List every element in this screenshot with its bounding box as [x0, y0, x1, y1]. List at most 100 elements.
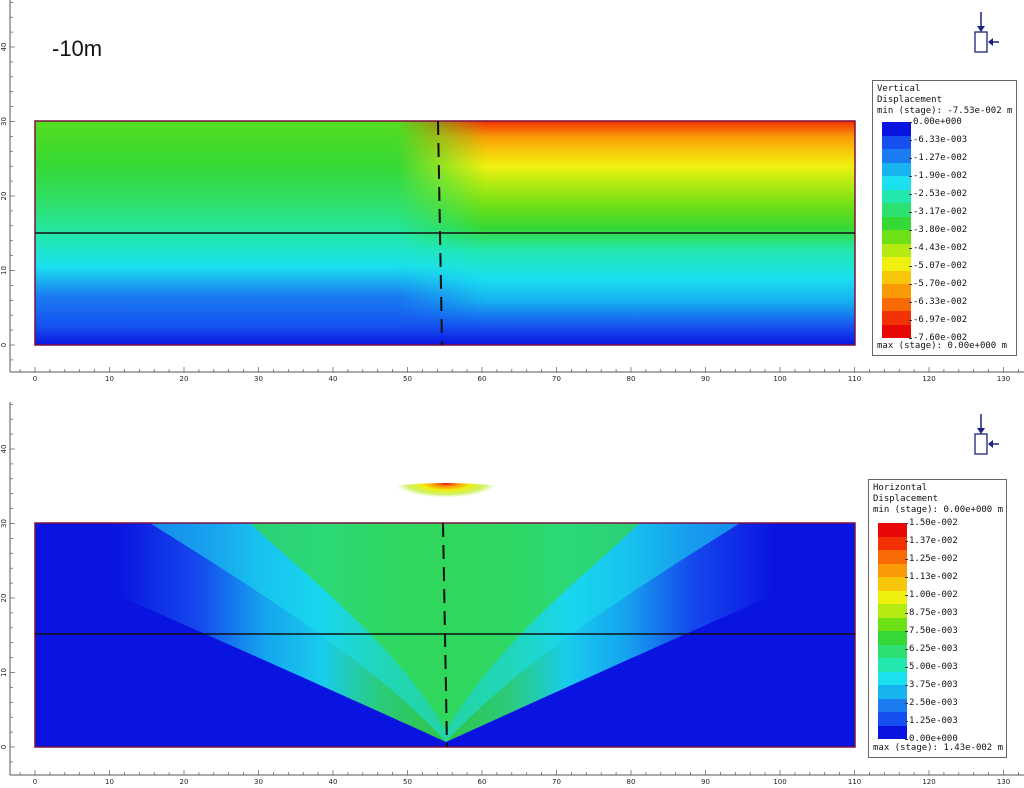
y-tick-label: 0 [0, 343, 8, 347]
legend-label: 1.50e-002 [905, 518, 958, 528]
legend-color-band [878, 617, 907, 631]
legend-color-band [878, 550, 907, 564]
legend-label: -6.33e-002 [908, 297, 968, 307]
support-icon [974, 414, 999, 455]
legend-color-band [878, 658, 907, 672]
legend-label: 1.25e-003 [905, 716, 958, 726]
legend-label: 1.25e-002 [905, 554, 958, 564]
legend-color-band [882, 122, 911, 136]
legend-label: -6.33e-003 [908, 135, 968, 145]
legend-color-band [878, 536, 907, 550]
legend-color-band [878, 577, 907, 591]
x-tick-label: 50 [403, 375, 412, 383]
x-tick-label: 130 [997, 375, 1010, 383]
legend-color-bar [882, 122, 911, 338]
x-tick-label: 20 [180, 375, 189, 383]
x-tick-label: 90 [701, 375, 710, 383]
axes-bottom: 0 10 20 30 40 50 60 70 80 90 100 110 120 130 0 10 20 30 40 [0, 402, 1024, 786]
x-tick-label: 110 [848, 778, 861, 786]
x-tick-label: 0 [33, 375, 37, 383]
legend-color-band [878, 604, 907, 618]
x-tick-label: 100 [773, 375, 786, 383]
legend-color-band [882, 270, 911, 284]
y-tick-label: 10 [0, 266, 8, 275]
y-tick-label: 20 [0, 192, 8, 201]
y-tick-label: 30 [0, 519, 8, 528]
legend-color-band [882, 284, 911, 298]
legend-title: Vertical Displacement min (stage): -7.53… [877, 84, 1013, 116]
x-tick-label: 0 [33, 778, 37, 786]
legend-label: -3.80e-002 [908, 225, 968, 235]
legend-color-band [882, 135, 911, 149]
x-tick-label: 40 [329, 375, 338, 383]
legend-title: Horizontal Displacement min (stage): 0.0… [873, 483, 1004, 515]
x-tick-label: 10 [105, 778, 114, 786]
x-tick-label: 70 [552, 375, 561, 383]
legend-footer: max (stage): 0.00e+000 m [877, 341, 1008, 351]
legend-color-band [878, 523, 907, 537]
legend-color-band [878, 685, 907, 699]
legend-footer: max (stage): 1.43e-002 m [873, 743, 1004, 753]
legend-label: -7.60e-002 [908, 333, 968, 343]
legend-color-band [882, 149, 911, 163]
x-tick-label: 130 [997, 778, 1010, 786]
y-tick-label: 40 [0, 43, 8, 52]
legend-color-band [882, 176, 911, 190]
legend-color-band [882, 216, 911, 230]
axes-top: 0 10 20 30 40 50 60 70 80 90 100 110 120 130 0 10 20 30 40 [0, 0, 1024, 383]
legend-color-band [878, 590, 907, 604]
legend-label: 0.00e+000 [909, 117, 962, 127]
legend-color-band [882, 311, 911, 325]
legend-horizontal-displacement: Horizontal Displacement min (stage): 0.0… [868, 479, 1007, 758]
x-tick-label: 90 [701, 778, 710, 786]
legend-color-bar [878, 523, 907, 739]
legend-color-band [882, 297, 911, 311]
x-tick-label: 100 [773, 778, 786, 786]
x-tick-label: 80 [627, 778, 636, 786]
x-tick-label: 70 [552, 778, 561, 786]
y-tick-label: 40 [0, 445, 8, 454]
legend-label: 1.13e-002 [905, 572, 958, 582]
x-tick-label: 30 [254, 778, 263, 786]
x-tick-label: 40 [329, 778, 338, 786]
x-tick-label: 120 [922, 778, 935, 786]
legend-color-band [878, 712, 907, 726]
legend-color-band [882, 324, 911, 338]
x-tick-label: 110 [848, 375, 861, 383]
legend-label: -5.70e-002 [908, 279, 968, 289]
legend-label: -2.53e-002 [908, 189, 968, 199]
legend-color-band [878, 698, 907, 712]
vertical-displacement-panel: 0 10 20 30 40 50 60 70 80 90 100 110 120 130 0 10 20 30 40 [0, 0, 1024, 383]
legend-color-band [882, 162, 911, 176]
legend-label: -5.07e-002 [908, 261, 968, 271]
x-tick-label: 20 [180, 778, 189, 786]
legend-label: -4.43e-002 [908, 243, 968, 253]
y-tick-label: 30 [0, 117, 8, 126]
legend-color-band [878, 725, 907, 739]
y-tick-label: 20 [0, 594, 8, 603]
y-tick-label: 10 [0, 668, 8, 677]
legend-label: 6.25e-003 [905, 644, 958, 654]
x-tick-label: 60 [478, 375, 487, 383]
horizontal-displacement-panel: 0 10 20 30 40 50 60 70 80 90 100 110 120 130 0 10 20 30 40 [0, 402, 1024, 786]
legend-color-band [878, 644, 907, 658]
legend-label: -1.90e-002 [908, 171, 968, 181]
legend-color-band [878, 563, 907, 577]
legend-label: 7.50e-003 [905, 626, 958, 636]
legend-label: -3.17e-002 [908, 207, 968, 217]
legend-label: 3.75e-003 [905, 680, 958, 690]
legend-label: 2.50e-003 [905, 698, 958, 708]
x-tick-label: 30 [254, 375, 263, 383]
x-tick-label: 10 [105, 375, 114, 383]
legend-color-band [882, 230, 911, 244]
x-tick-label: 50 [403, 778, 412, 786]
legend-color-band [882, 189, 911, 203]
legend-color-band [882, 203, 911, 217]
legend-color-band [882, 257, 911, 271]
legend-label: 1.00e-002 [905, 590, 958, 600]
y-tick-label: 0 [0, 745, 8, 749]
legend-color-band [878, 631, 907, 645]
legend-label: 8.75e-003 [905, 608, 958, 618]
x-tick-label: 80 [627, 375, 636, 383]
